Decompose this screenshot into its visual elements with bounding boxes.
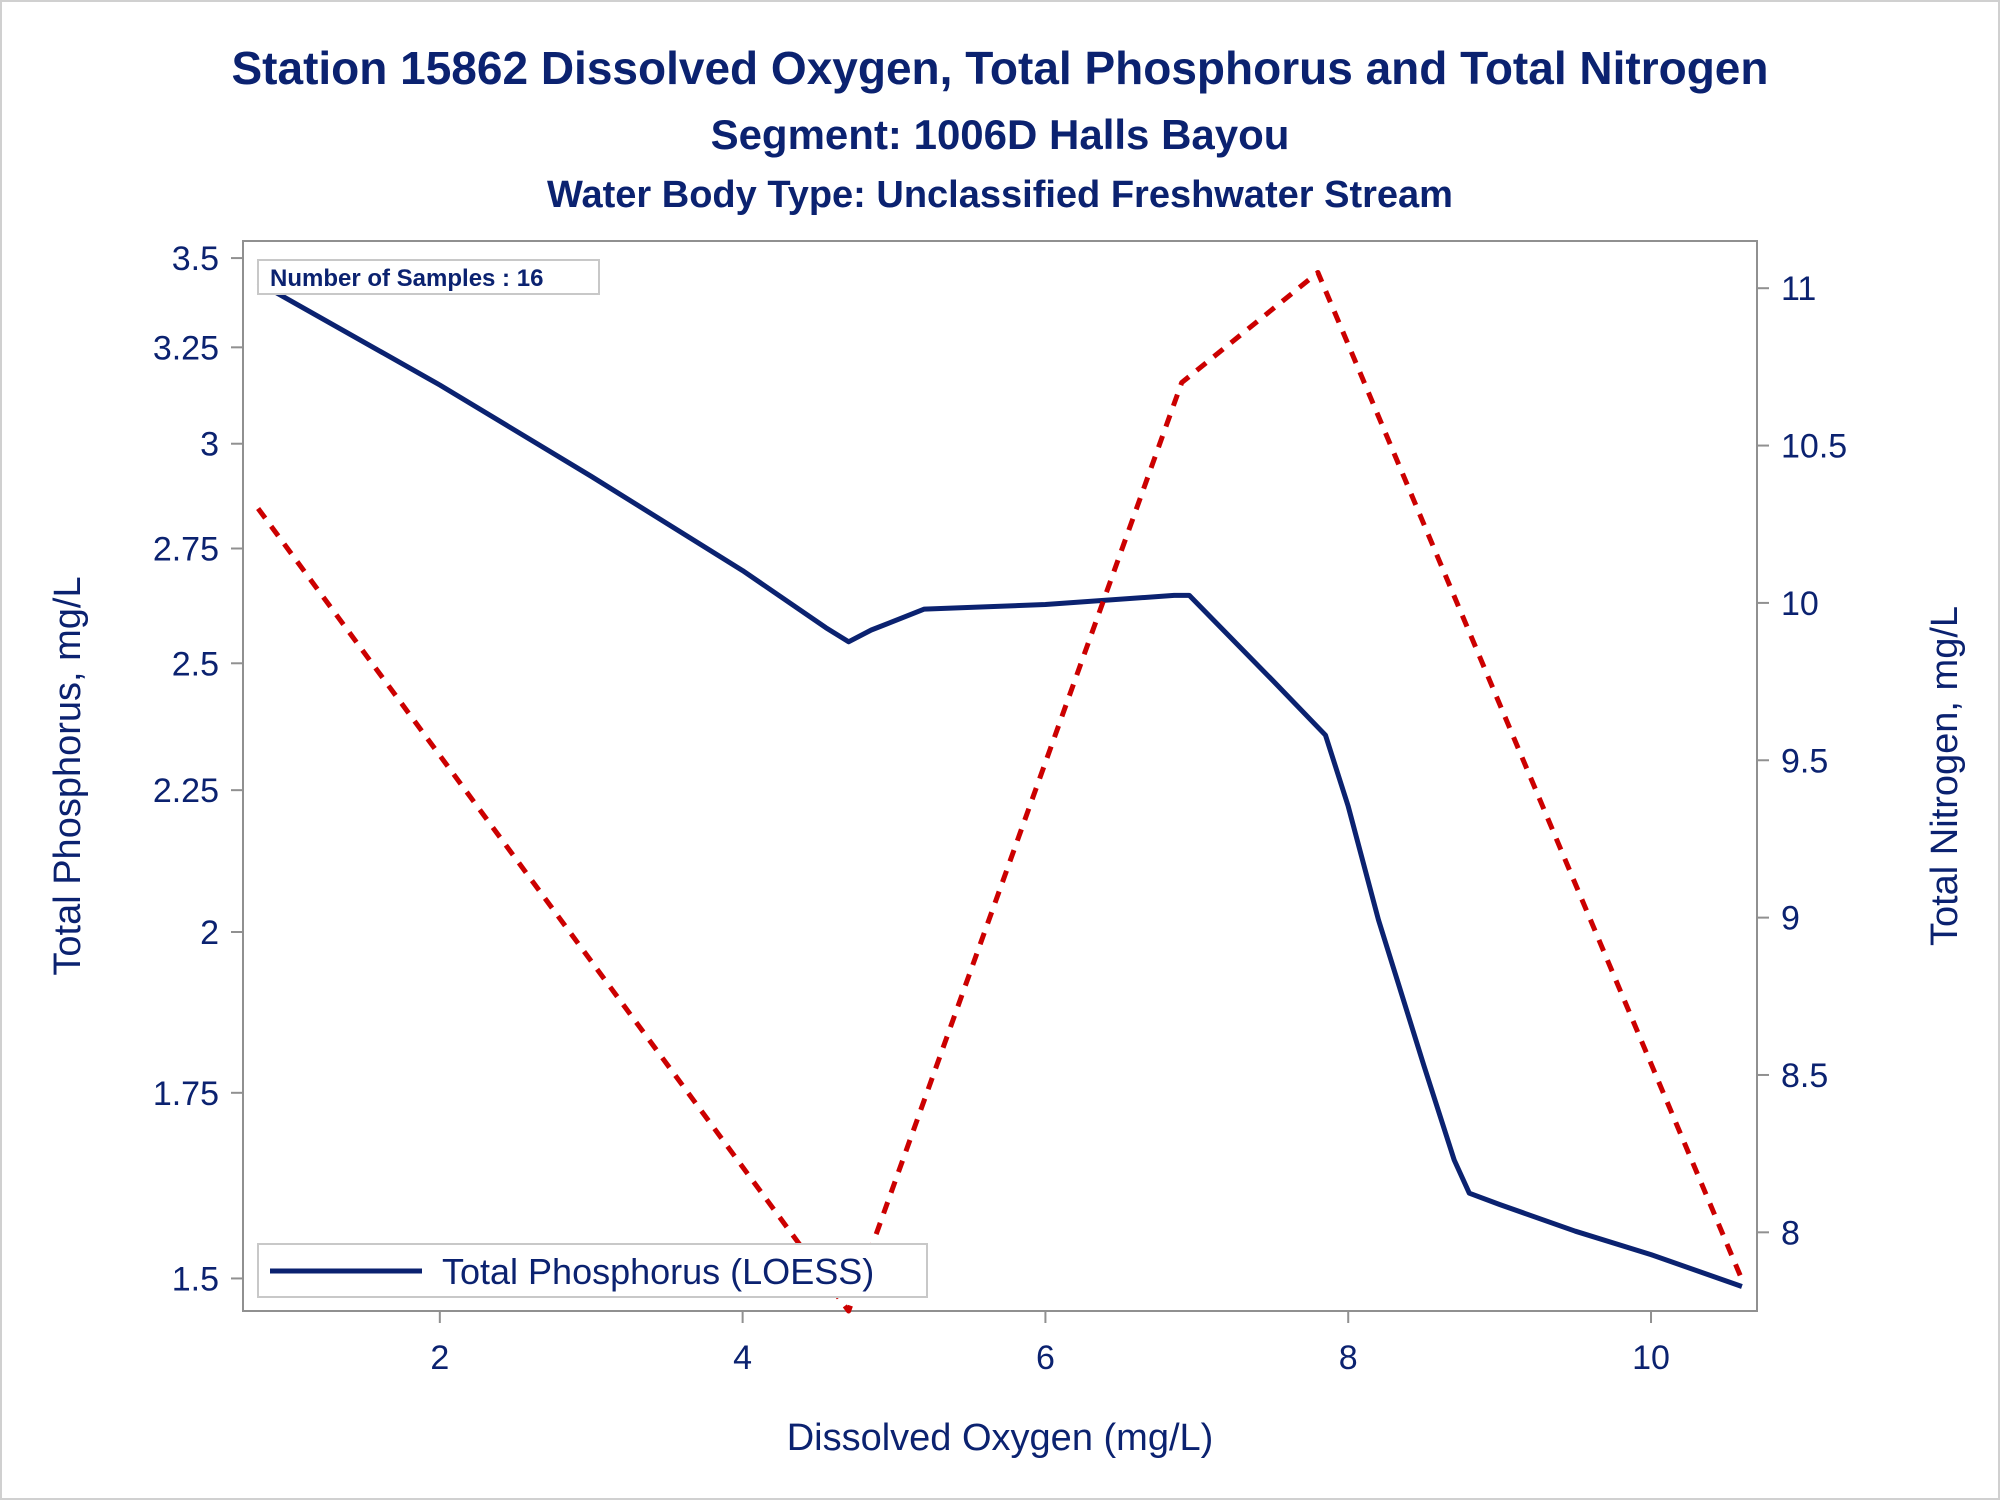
y-right-tick-label: 10 — [1781, 585, 1819, 623]
x-tick-label: 4 — [733, 1339, 752, 1377]
x-tick-label: 10 — [1632, 1339, 1670, 1377]
y-right-tick-label: 8.5 — [1781, 1057, 1828, 1095]
y-left-tick-label: 2.5 — [172, 645, 219, 683]
x-axis: 2 4 6 8 10 — [430, 1311, 1670, 1377]
y-right-tick-label: 8 — [1781, 1214, 1800, 1252]
y-left-tick-label: 2 — [200, 914, 219, 952]
legend-label-phosphorus: Total Phosphorus (LOESS) — [442, 1251, 874, 1292]
y-left-tick-label: 2.75 — [153, 531, 219, 569]
y-axis-left: 1.5 1.75 2 2.25 2.5 2.75 3 3.25 3.5 — [153, 240, 243, 1298]
y-right-tick-label: 9.5 — [1781, 742, 1828, 780]
x-tick-label: 6 — [1036, 1339, 1055, 1377]
y-right-tick-label: 11 — [1781, 270, 1816, 308]
chart-subtitle: Segment: 1006D Halls Bayou — [711, 111, 1290, 158]
legend: Total Phosphorus (LOESS) — [257, 1243, 928, 1298]
x-axis-label: Dissolved Oxygen (mg/L) — [787, 1417, 1214, 1459]
series-line-nitrogen — [256, 270, 1745, 1314]
x-tick-label: 2 — [430, 1339, 449, 1377]
y-left-tick-label: 2.25 — [153, 772, 219, 810]
series-layer — [256, 270, 1745, 1314]
y-axis-right: 8 8.5 9 9.5 10 10.5 11 — [1757, 270, 1847, 1252]
y-left-tick-label: 3.5 — [172, 240, 219, 278]
plot-area — [242, 240, 1758, 1312]
y-axis-left-label: Total Phosphorus, mg/L — [47, 576, 89, 975]
chart-subtitle-2: Water Body Type: Unclassified Freshwater… — [547, 174, 1453, 216]
samples-annotation-text: Number of Samples : 16 — [270, 265, 543, 292]
y-left-tick-label: 1.5 — [172, 1260, 219, 1298]
y-left-tick-label: 3.25 — [153, 329, 219, 367]
y-axis-right-label: Total Nitrogen, mg/L — [1924, 606, 1966, 946]
series-line-phosphorus — [256, 280, 1743, 1289]
y-right-tick-label: 9 — [1781, 900, 1800, 938]
y-right-tick-label: 10.5 — [1781, 428, 1847, 466]
y-left-tick-label: 3 — [200, 426, 219, 464]
chart-title: Station 15862 Dissolved Oxygen, Total Ph… — [231, 42, 1768, 94]
y-left-tick-label: 1.75 — [153, 1075, 219, 1113]
samples-annotation: Number of Samples : 16 — [257, 259, 600, 295]
x-tick-label: 8 — [1339, 1339, 1358, 1377]
